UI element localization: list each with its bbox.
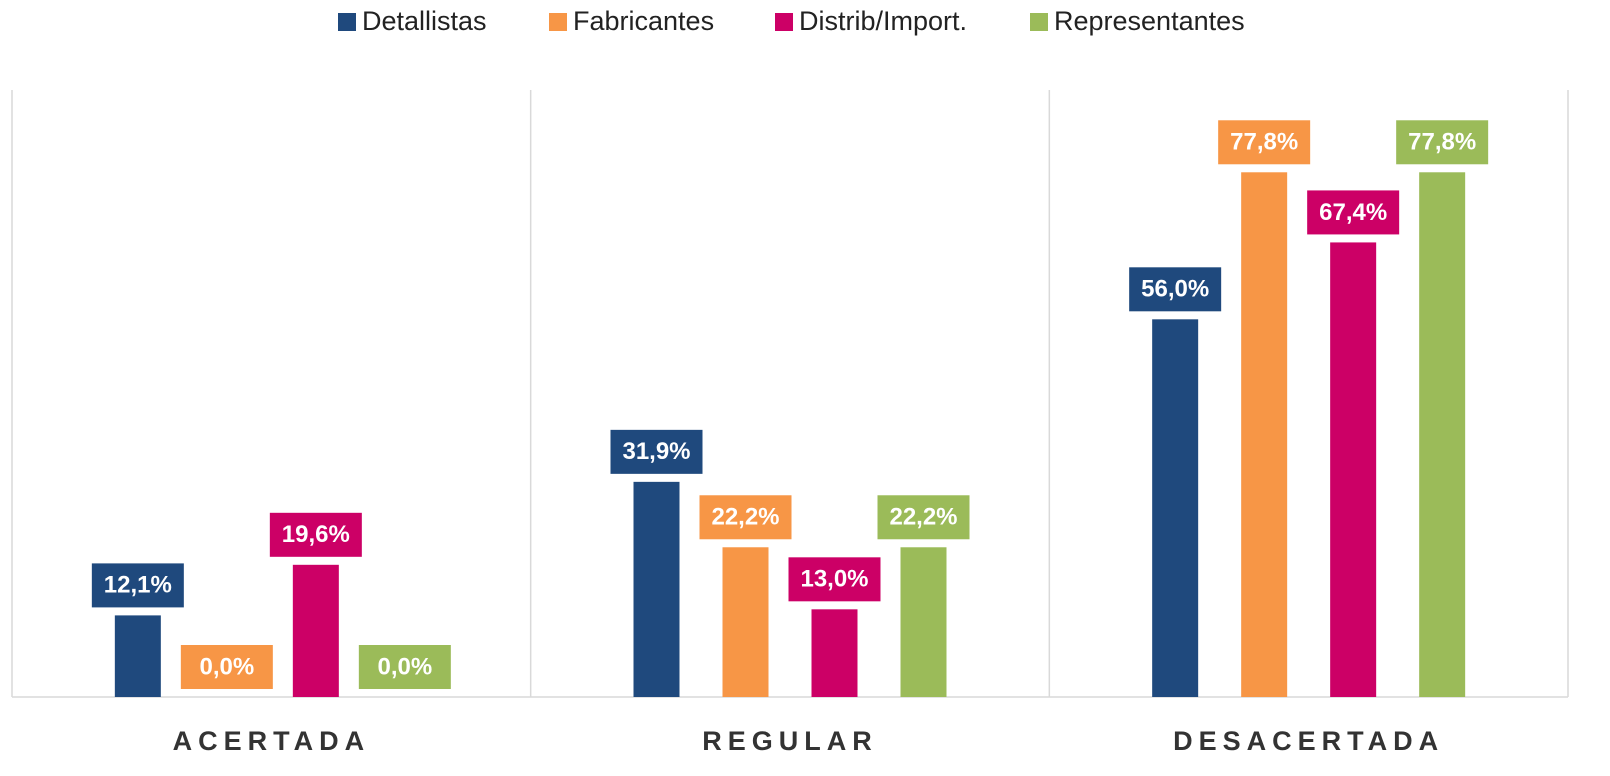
value-label: 77,8%	[1408, 129, 1476, 156]
value-label-box	[1396, 120, 1489, 165]
value-label: 0,0%	[199, 653, 254, 680]
value-label-box	[269, 512, 362, 557]
value-label: 19,6%	[282, 521, 350, 548]
value-label: 12,1%	[104, 572, 172, 599]
value-label-box	[180, 645, 273, 689]
bar	[900, 547, 947, 697]
value-label-box	[1129, 267, 1222, 312]
bar	[722, 547, 769, 697]
legend-label: Distrib/Import.	[799, 6, 967, 36]
legend-swatch	[549, 13, 567, 31]
x-tick-label: DESACERTADA	[1173, 726, 1444, 756]
value-label: 31,9%	[622, 438, 690, 465]
value-label-box	[1307, 190, 1400, 235]
value-label-box	[788, 557, 881, 602]
x-tick-label: REGULAR	[702, 726, 878, 756]
bar	[1152, 319, 1199, 697]
value-label-box	[610, 429, 703, 474]
bar	[633, 481, 680, 697]
legend-swatch	[338, 13, 356, 31]
legend-label: Fabricantes	[573, 6, 714, 36]
bar	[1419, 172, 1466, 697]
bar	[811, 609, 858, 697]
legend-swatch	[1030, 13, 1048, 31]
bar	[292, 564, 339, 697]
value-label: 56,0%	[1141, 276, 1209, 303]
bar	[1241, 172, 1288, 697]
value-label: 22,2%	[889, 504, 957, 531]
bar	[114, 615, 161, 697]
value-label-box	[877, 495, 970, 540]
bar	[1330, 242, 1377, 697]
value-label: 67,4%	[1319, 199, 1387, 226]
x-tick-label: ACERTADA	[173, 726, 371, 756]
value-label-box	[358, 645, 451, 689]
value-label: 13,0%	[800, 566, 868, 593]
value-label-box	[1218, 120, 1311, 165]
value-label: 22,2%	[711, 504, 779, 531]
legend-label: Representantes	[1054, 6, 1245, 36]
legend-swatch	[775, 13, 793, 31]
value-label: 0,0%	[377, 653, 432, 680]
value-label-box	[699, 495, 792, 540]
value-label-box	[91, 563, 184, 608]
value-label: 77,8%	[1230, 129, 1298, 156]
legend-label: Detallistas	[362, 6, 487, 36]
